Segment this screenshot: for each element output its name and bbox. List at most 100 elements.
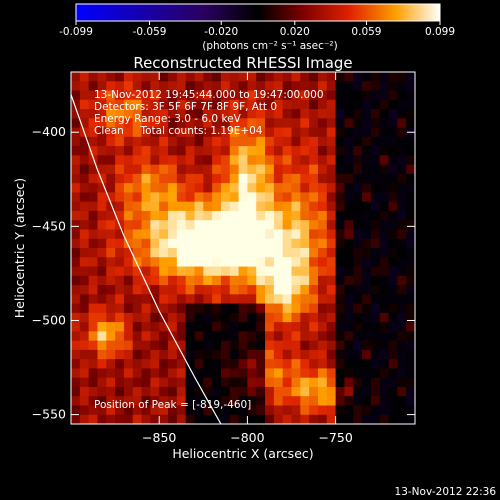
heatmap-cell [335, 312, 346, 323]
heatmap-cell [282, 220, 293, 231]
heatmap-cell [132, 164, 143, 175]
heatmap-cell [150, 81, 160, 92]
heatmap-cell [362, 312, 372, 323]
heatmap-cell [106, 183, 116, 194]
heatmap-cell [141, 183, 151, 194]
heatmap-cell [353, 183, 363, 194]
heatmap-cell [388, 127, 398, 138]
heatmap-cell [256, 72, 266, 82]
heatmap-cell [335, 99, 346, 110]
heatmap-cell [388, 405, 398, 416]
heatmap-cell [282, 136, 293, 147]
heatmap-cell [335, 164, 346, 175]
heatmap-cell [344, 294, 354, 305]
heatmap-cell [212, 396, 222, 407]
heatmap-cell [159, 349, 169, 360]
heatmap-cell [370, 405, 381, 416]
heatmap-cell [132, 405, 143, 416]
heatmap-cell [71, 248, 81, 258]
heatmap-cell [132, 294, 143, 305]
heatmap-cell [265, 275, 275, 286]
heatmap-cell [238, 294, 249, 305]
heatmap-cell [353, 136, 363, 147]
heatmap-cell [370, 303, 381, 314]
heatmap-cell [203, 118, 213, 129]
heatmap-cell [168, 210, 178, 221]
heatmap-cell [123, 90, 134, 101]
heatmap-cell [291, 248, 301, 258]
heatmap-cell [335, 146, 346, 156]
heatmap-cell [159, 248, 169, 258]
heatmap-cell [353, 349, 363, 360]
heatmap-cell [273, 229, 284, 240]
heatmap-cell [185, 164, 196, 175]
heatmap-cell [159, 118, 169, 129]
heatmap-cell [247, 146, 257, 156]
heatmap-cell [168, 99, 178, 110]
heatmap-cell [212, 127, 222, 138]
heatmap-cell [106, 405, 116, 416]
heatmap-cell [238, 90, 249, 101]
heatmap-cell [309, 90, 319, 101]
heatmap-cell [379, 396, 390, 407]
heatmap-cell [141, 164, 151, 175]
heatmap-cell [406, 146, 415, 156]
colorbar-tick-label: 0.059 [351, 26, 381, 38]
heatmap-cell [159, 414, 169, 424]
heatmap-cell [203, 183, 213, 194]
heatmap-cell [326, 99, 337, 110]
heatmap-cell [256, 275, 266, 286]
heatmap-cell [265, 146, 275, 156]
heatmap-cell [159, 201, 169, 212]
heatmap-cell [220, 81, 231, 92]
heatmap-cell [317, 266, 328, 277]
heatmap-cell [353, 303, 363, 314]
heatmap-cell [168, 155, 178, 166]
heatmap-cell [326, 377, 337, 388]
heatmap-cell [106, 340, 116, 351]
heatmap-cell [273, 331, 284, 342]
heatmap-cell [115, 294, 125, 305]
heatmap-cell [159, 229, 169, 240]
heatmap-cell [88, 220, 99, 231]
heatmap-cell [370, 359, 381, 370]
heatmap-cell [247, 248, 257, 258]
heatmap-cell [309, 201, 319, 212]
heatmap-cell [185, 155, 196, 166]
heatmap-cell [185, 90, 196, 101]
heatmap-cell [353, 220, 363, 231]
heatmap-cell [317, 210, 328, 221]
heatmap-cell [229, 294, 240, 305]
heatmap-cell [265, 257, 275, 268]
heatmap-cell [176, 183, 187, 194]
heatmap-cell [317, 377, 328, 388]
heatmap-cell [282, 266, 293, 277]
heatmap-cell [88, 248, 99, 258]
heatmap-cell [326, 210, 337, 221]
heatmap-cell [388, 81, 398, 92]
heatmap-cell [71, 155, 81, 166]
heatmap-cell [282, 238, 293, 249]
heatmap-cell [388, 266, 398, 277]
heatmap-cell [203, 275, 213, 286]
heatmap-cell [370, 340, 381, 351]
heatmap-cell [291, 155, 301, 166]
heatmap-cell [106, 201, 116, 212]
heatmap-cell [282, 81, 293, 92]
heatmap-cell [309, 183, 319, 194]
heatmap-cell [168, 359, 178, 370]
heatmap-cell [220, 377, 231, 388]
heatmap-cell [353, 312, 363, 323]
heatmap-cell [88, 405, 99, 416]
heatmap-cell [300, 201, 310, 212]
heatmap-cell [238, 322, 249, 332]
heatmap-cell [282, 72, 293, 82]
heatmap-cell [370, 322, 381, 332]
heatmap-cell [150, 405, 160, 416]
heatmap-cell [291, 72, 301, 82]
heatmap-cell [344, 164, 354, 175]
heatmap-cell [229, 349, 240, 360]
heatmap-cell [353, 414, 363, 424]
plot-frame [70, 71, 416, 425]
heatmap-cell [141, 229, 151, 240]
